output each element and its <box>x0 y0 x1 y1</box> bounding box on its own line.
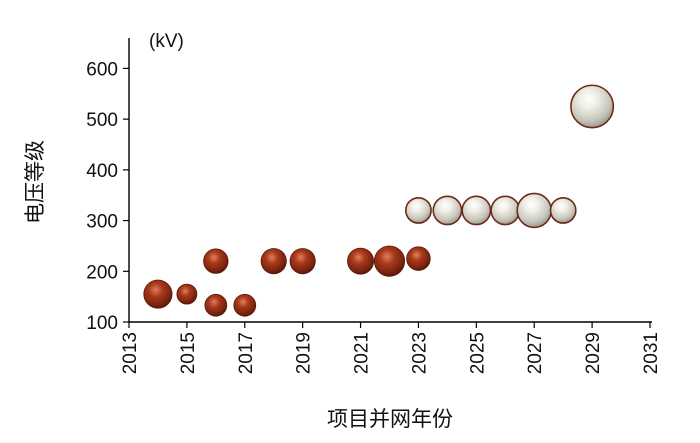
bubble-point <box>406 246 431 271</box>
x-tick-label: 2025 <box>467 332 488 374</box>
y-tick-label: 200 <box>86 262 118 283</box>
axes <box>128 38 652 323</box>
x-tick-label: 2019 <box>294 332 315 374</box>
x-tick-label: 2021 <box>352 332 373 374</box>
plot-area <box>143 84 615 317</box>
x-tick-label: 2027 <box>525 332 546 374</box>
bubble-point <box>404 196 432 224</box>
y-tick-label: 600 <box>86 59 118 80</box>
bubble-point <box>260 248 287 275</box>
x-axis-title: 项目并网年份 <box>327 407 453 431</box>
x-tick-label: 2017 <box>236 332 257 374</box>
bubble-point <box>203 248 229 274</box>
y-unit-label: (kV) <box>149 31 184 52</box>
y-tick-label: 400 <box>86 161 118 182</box>
bubble-point <box>176 283 198 305</box>
y-axis-title: 电压等级 <box>23 140 47 224</box>
bubble-point <box>373 245 406 277</box>
y-tick-label: 100 <box>86 313 118 334</box>
y-tick-label: 300 <box>86 212 118 233</box>
bubble-point <box>143 279 173 309</box>
x-ticks: 2013 2015 2017 2019 2021 2023 2025 2027 2029 2031 <box>120 322 662 374</box>
bubble-point <box>432 195 463 226</box>
x-tick-label: 2031 <box>641 332 662 374</box>
bubble-point <box>347 247 374 275</box>
y-tick-label: 500 <box>86 110 118 131</box>
bubble-point <box>233 293 257 317</box>
y-ticks: 100 200 300 400 500 600 <box>86 59 129 334</box>
x-tick-label: 2015 <box>178 332 199 374</box>
bubble-point <box>289 248 316 275</box>
x-tick-label: 2023 <box>409 332 430 374</box>
bubble-point <box>570 84 615 129</box>
bubble-point <box>549 196 577 224</box>
bubble-point <box>204 293 228 317</box>
bubble-point <box>461 195 492 226</box>
bubble-point <box>516 192 553 229</box>
x-tick-label: 2013 <box>120 332 141 374</box>
x-tick-label: 2029 <box>583 332 604 374</box>
bubble-point <box>490 195 521 226</box>
